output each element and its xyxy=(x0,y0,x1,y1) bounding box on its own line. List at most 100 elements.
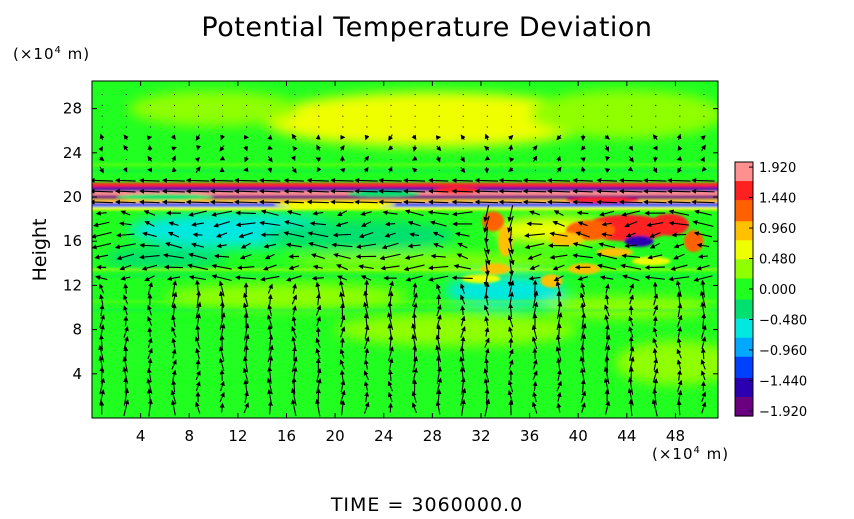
wind-vector xyxy=(356,243,377,249)
wind-vector xyxy=(579,292,586,307)
wind-vector-dot xyxy=(486,94,488,96)
wind-vector xyxy=(339,291,345,308)
wind-vector xyxy=(308,241,328,249)
wind-vector xyxy=(213,221,231,228)
wind-vector xyxy=(700,359,706,370)
wind-vector xyxy=(139,254,160,260)
colorbar-segment xyxy=(735,185,753,188)
wind-vector-dot xyxy=(197,126,199,128)
wind-vector xyxy=(436,283,441,294)
field-patch xyxy=(262,92,603,148)
colorbar-segment xyxy=(735,206,753,210)
wind-vector xyxy=(604,293,610,305)
wind-vector xyxy=(192,232,203,238)
wind-vector xyxy=(508,326,513,338)
wind-vector xyxy=(378,188,402,194)
x-tick-label: 4 xyxy=(136,427,146,445)
wind-vector xyxy=(552,220,565,227)
wind-vector xyxy=(580,367,585,383)
wind-vector-dot xyxy=(559,104,561,106)
y-tick-label: 24 xyxy=(63,144,82,162)
wind-vector xyxy=(285,242,302,248)
wind-vector xyxy=(411,134,417,141)
wind-vector xyxy=(596,252,618,260)
wind-vector xyxy=(529,210,540,216)
wind-vector-dot xyxy=(559,126,561,128)
colorbar-segment xyxy=(735,246,753,250)
wind-vector xyxy=(99,133,105,141)
wind-vector-dot xyxy=(462,148,464,150)
wind-vector xyxy=(285,275,302,282)
wind-vector xyxy=(95,275,108,281)
wind-vector xyxy=(474,199,499,205)
wind-vector xyxy=(549,254,568,260)
wind-vector xyxy=(696,242,710,248)
wind-vector-dot xyxy=(101,94,103,96)
wind-vector xyxy=(579,356,586,373)
colorbar-label: −1.440 xyxy=(759,374,807,389)
wind-vector xyxy=(522,199,547,205)
colorbar-segment xyxy=(735,365,753,368)
wind-vector-dot xyxy=(318,104,320,106)
wind-vector xyxy=(507,379,514,393)
wind-vector xyxy=(291,133,297,141)
wind-vector xyxy=(507,389,514,404)
wind-vector xyxy=(259,177,281,183)
wind-vector xyxy=(460,315,466,327)
wind-vector xyxy=(622,274,640,282)
wind-vector-dot xyxy=(438,126,440,128)
wind-vector xyxy=(581,166,586,173)
wind-vector xyxy=(556,391,562,402)
y-axis: 4 8 12 16 20 24 28 xyxy=(63,100,718,383)
wind-vector xyxy=(266,377,273,395)
field-patch xyxy=(614,340,718,385)
wind-vector xyxy=(291,315,297,327)
wind-vector xyxy=(220,134,226,141)
wind-vector-dot xyxy=(366,94,368,96)
wind-vector xyxy=(556,166,562,173)
wind-vector xyxy=(407,220,421,227)
colorbar-segment xyxy=(735,178,753,182)
wind-vector xyxy=(233,188,258,194)
wind-vector xyxy=(123,387,130,406)
wind-vector xyxy=(354,177,378,183)
wind-vector xyxy=(549,231,568,237)
wind-vector xyxy=(701,166,707,172)
x-tick-label: 48 xyxy=(666,427,685,445)
colorbar-segment xyxy=(735,413,753,417)
wind-vector-dot xyxy=(173,115,175,117)
wind-vector-dot xyxy=(438,104,440,106)
colorbar-segment xyxy=(735,284,753,288)
wind-vector xyxy=(628,326,634,338)
colorbar-segment xyxy=(735,386,753,390)
colorbar-segment xyxy=(735,221,753,224)
wind-vector xyxy=(219,402,225,413)
colorbar-label: −1.920 xyxy=(759,405,807,420)
wind-vector xyxy=(315,326,321,337)
wind-vector xyxy=(267,145,273,150)
wind-vector xyxy=(171,146,177,152)
wind-vector xyxy=(242,356,249,373)
wind-vector xyxy=(532,155,538,162)
colorbar-segment xyxy=(735,337,753,341)
wind-vector xyxy=(316,293,321,306)
wind-vector-dot xyxy=(679,115,681,117)
wind-vector-dot xyxy=(559,115,561,117)
wind-vector xyxy=(556,301,563,320)
wind-vector xyxy=(306,177,329,183)
wind-vector xyxy=(283,177,304,183)
warm-patch xyxy=(482,211,505,232)
wind-vector xyxy=(621,210,641,217)
wind-vector xyxy=(98,344,105,363)
wind-vector xyxy=(268,355,274,374)
wind-vector xyxy=(339,145,345,151)
wind-vector xyxy=(363,380,369,392)
wind-vector xyxy=(315,281,321,296)
wind-vector xyxy=(628,145,634,152)
wind-vector xyxy=(403,177,426,183)
colorbar-segment xyxy=(735,174,753,178)
colorbar-segment xyxy=(735,403,753,407)
wind-vector xyxy=(555,280,562,297)
wind-vector xyxy=(171,155,176,162)
wind-vector xyxy=(647,254,663,260)
